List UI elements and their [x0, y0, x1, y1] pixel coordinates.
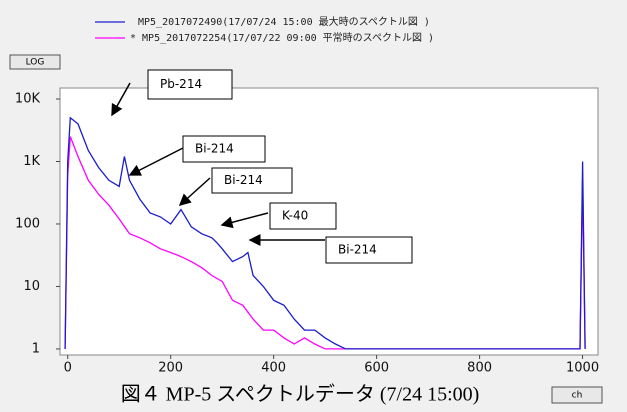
annotation-arrow [128, 147, 184, 176]
spectrum-line [64, 116, 586, 350]
y-tick-label: 10K [15, 92, 41, 107]
legend-label: MP5_2017072490(17/07/24 15:00 最大時のスペクトル図… [138, 15, 430, 28]
annotation-box [147, 69, 233, 100]
button-label[interactable]: ch [572, 391, 583, 401]
x-tick-label: 400 [261, 361, 286, 376]
annotation-label: Bi-214 [338, 243, 377, 257]
annotation-box [182, 135, 266, 163]
annotation-label: Pb-214 [160, 77, 202, 91]
annotation-label: K-40 [282, 209, 308, 223]
y-tick-label: 1K [23, 154, 40, 169]
x-tick-label: 0 [64, 361, 72, 376]
y-tick-label: 100 [15, 216, 40, 231]
annotation-box [211, 167, 293, 194]
annotation-arrow [111, 82, 131, 117]
annotation-box [325, 236, 413, 264]
x-tick-label: 200 [158, 361, 183, 376]
legend-label: * MP5_2017072254(17/07/22 09:00 平常時のスペクト… [130, 31, 434, 44]
caption: 図４ MP-5 スペクトルデータ (7/24 15:00) [121, 383, 480, 406]
annotation-arrow [220, 212, 269, 229]
annotation-label: Bi-214 [224, 173, 263, 187]
y-tick-label: 10 [23, 279, 40, 294]
x-tick-label: 1000 [566, 361, 599, 376]
y-tick-label: 1 [32, 341, 40, 356]
spectrum-line [64, 136, 586, 350]
annotation-label: Bi-214 [195, 142, 234, 156]
x-tick-label: 800 [467, 361, 492, 376]
x-tick-label: 600 [364, 361, 389, 376]
ch-button[interactable]: ch [551, 386, 603, 404]
annotation-arrow [178, 177, 211, 207]
log-button[interactable]: LOG [9, 54, 61, 70]
button-label[interactable]: LOG [26, 58, 45, 68]
annotation-box [269, 202, 337, 230]
